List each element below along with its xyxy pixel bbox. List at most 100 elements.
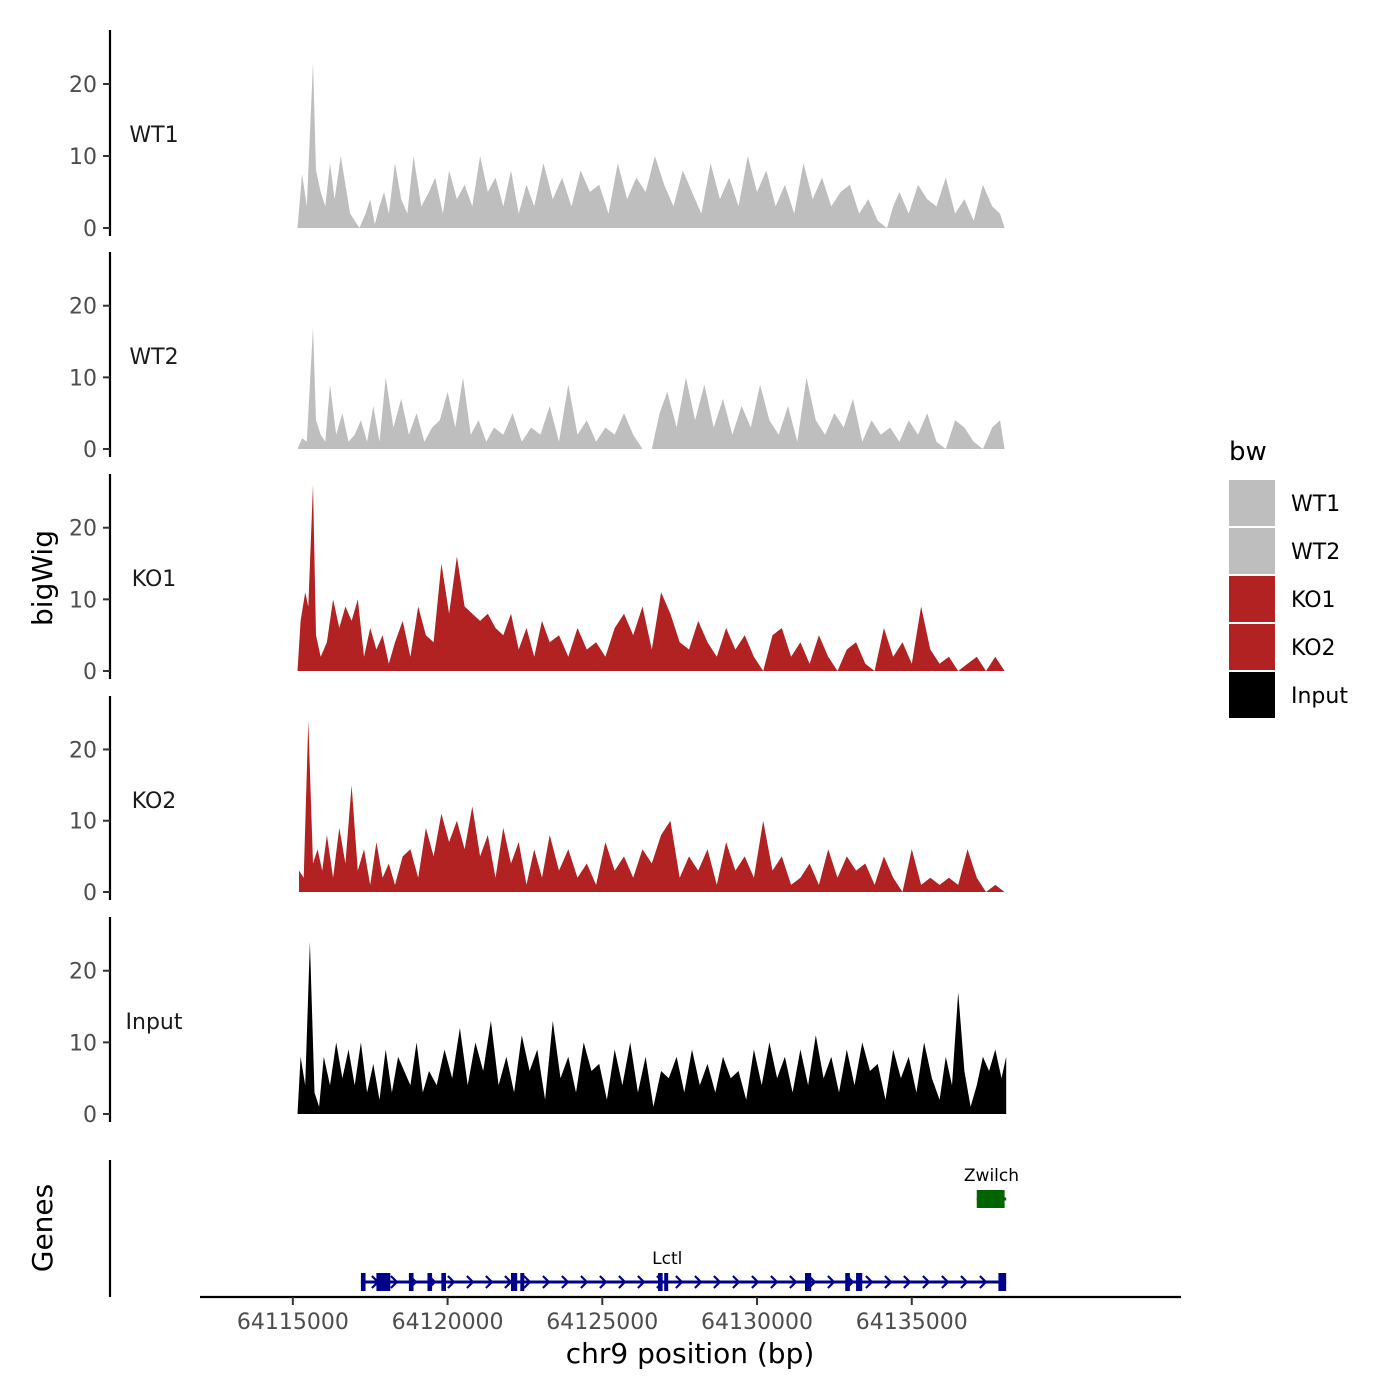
track-panel-input: 0 10 20 Input	[69, 917, 1007, 1128]
strand-arrow	[694, 1275, 703, 1289]
gene-zwilch: Zwilch	[964, 1166, 1019, 1208]
y-tick-label: 10	[69, 588, 97, 613]
y-tick-label: 0	[83, 1103, 97, 1128]
x-tick-label: 64125000	[546, 1310, 658, 1335]
exon	[976, 1190, 1005, 1208]
strand-arrow	[770, 1275, 779, 1289]
y-tick-label: 20	[69, 295, 97, 320]
gene-label: Lctl	[652, 1249, 682, 1269]
exon	[805, 1273, 812, 1291]
strand-arrow	[922, 1275, 931, 1289]
track-label-input: Input	[126, 1010, 183, 1035]
strand-arrow	[580, 1275, 589, 1289]
strand-arrow	[447, 1275, 456, 1289]
y-tick-label: 0	[83, 438, 97, 463]
legend-label: KO1	[1291, 588, 1336, 613]
strand-arrow	[637, 1275, 646, 1289]
x-axis: 64115000 64120000 64125000 64130000 64135000	[200, 1295, 1181, 1335]
track-label-wt1: WT1	[129, 123, 178, 148]
legend-item-ko1: KO1	[1229, 576, 1336, 622]
signal-area-ko2	[299, 720, 1005, 892]
strand-arrow	[751, 1275, 760, 1289]
track-panel-wt1: 0 10 20 WT1	[69, 30, 1005, 242]
track-panel-ko2: 0 10 20 KO2	[69, 696, 1005, 906]
y-tick-label: 0	[83, 881, 97, 906]
strand-arrow	[884, 1275, 893, 1289]
exon	[520, 1273, 525, 1291]
signal-area-wt1	[297, 62, 1005, 229]
signal-area-ko1	[297, 484, 1005, 671]
strand-arrow	[865, 1275, 874, 1289]
legend-swatch	[1229, 480, 1275, 526]
exon	[376, 1273, 391, 1291]
y-tick-label: 10	[69, 366, 97, 391]
signal-area-input	[297, 942, 1007, 1114]
legend-item-ko2: KO2	[1229, 624, 1336, 670]
legend-item-wt1: WT1	[1229, 480, 1340, 526]
y-tick-label: 10	[69, 145, 97, 170]
x-tick-label: 64120000	[392, 1310, 504, 1335]
strand-arrow	[941, 1275, 950, 1289]
exon	[664, 1273, 669, 1291]
strand-arrow	[504, 1275, 513, 1289]
y-tick-label: 10	[69, 810, 97, 835]
strand-arrow	[599, 1275, 608, 1289]
legend-label: WT2	[1291, 540, 1340, 565]
exon	[360, 1273, 366, 1291]
legend-title: bw	[1229, 437, 1267, 467]
x-axis-label: chr9 position (bp)	[566, 1337, 815, 1370]
exon	[658, 1273, 663, 1291]
strand-arrow	[390, 1275, 399, 1289]
legend-label: WT1	[1291, 492, 1340, 517]
x-tick-label: 64130000	[701, 1310, 813, 1335]
strand-arrow	[618, 1275, 627, 1289]
strand-arrow	[485, 1275, 494, 1289]
track-label-ko1: KO1	[132, 567, 177, 592]
strand-arrow	[675, 1275, 684, 1289]
strand-arrow	[979, 1275, 988, 1289]
y-tick-label: 0	[83, 660, 97, 685]
genes-track-label: Genes	[26, 1184, 59, 1272]
exon	[408, 1273, 414, 1291]
strand-arrow	[732, 1275, 741, 1289]
y-tick-label: 0	[83, 217, 97, 242]
y-tick-label: 20	[69, 517, 97, 542]
strand-arrow	[960, 1275, 969, 1289]
exon	[998, 1273, 1007, 1291]
legend-label: Input	[1291, 684, 1348, 709]
legend-swatch	[1229, 528, 1275, 574]
legend-item-wt2: WT2	[1229, 528, 1340, 574]
strand-arrow	[827, 1275, 836, 1289]
exon	[856, 1273, 863, 1291]
legend-swatch	[1229, 576, 1275, 622]
strand-arrow	[903, 1275, 912, 1289]
y-tick-label: 20	[69, 73, 97, 98]
x-tick-label: 64115000	[237, 1310, 349, 1335]
strand-arrow	[713, 1275, 722, 1289]
legend-swatch	[1229, 624, 1275, 670]
exon	[427, 1273, 433, 1291]
gene-lctl: Lctl	[360, 1249, 1007, 1291]
signal-area-wt2	[297, 327, 1005, 449]
y-axis-label: bigWig	[26, 530, 59, 626]
signal-tracks: 0 10 20 WT1 0 10 20 WT2 0 10 20 KO1 0 10 20 KO2 0 10 20 Inp…	[69, 30, 1007, 1128]
legend-item-input: Input	[1229, 672, 1348, 718]
track-label-ko2: KO2	[132, 789, 177, 814]
genes-track: Lctl Zwilch	[108, 1160, 1019, 1297]
exon	[511, 1273, 518, 1291]
track-panel-ko1: 0 10 20 KO1	[69, 474, 1005, 685]
x-tick-label: 64135000	[856, 1310, 968, 1335]
y-tick-label: 10	[69, 1031, 97, 1056]
strand-arrow	[561, 1275, 570, 1289]
legend-swatch	[1229, 672, 1275, 718]
strand-arrow	[789, 1275, 798, 1289]
track-panel-wt2: 0 10 20 WT2	[69, 252, 1005, 463]
legend: WT1 WT2 KO1 KO2 Input	[1229, 480, 1348, 718]
exon	[441, 1273, 447, 1291]
legend-label: KO2	[1291, 636, 1336, 661]
y-tick-label: 20	[69, 960, 97, 985]
y-tick-label: 20	[69, 738, 97, 763]
strand-arrow	[542, 1275, 551, 1289]
strand-arrow	[523, 1275, 532, 1289]
exon	[845, 1273, 850, 1291]
